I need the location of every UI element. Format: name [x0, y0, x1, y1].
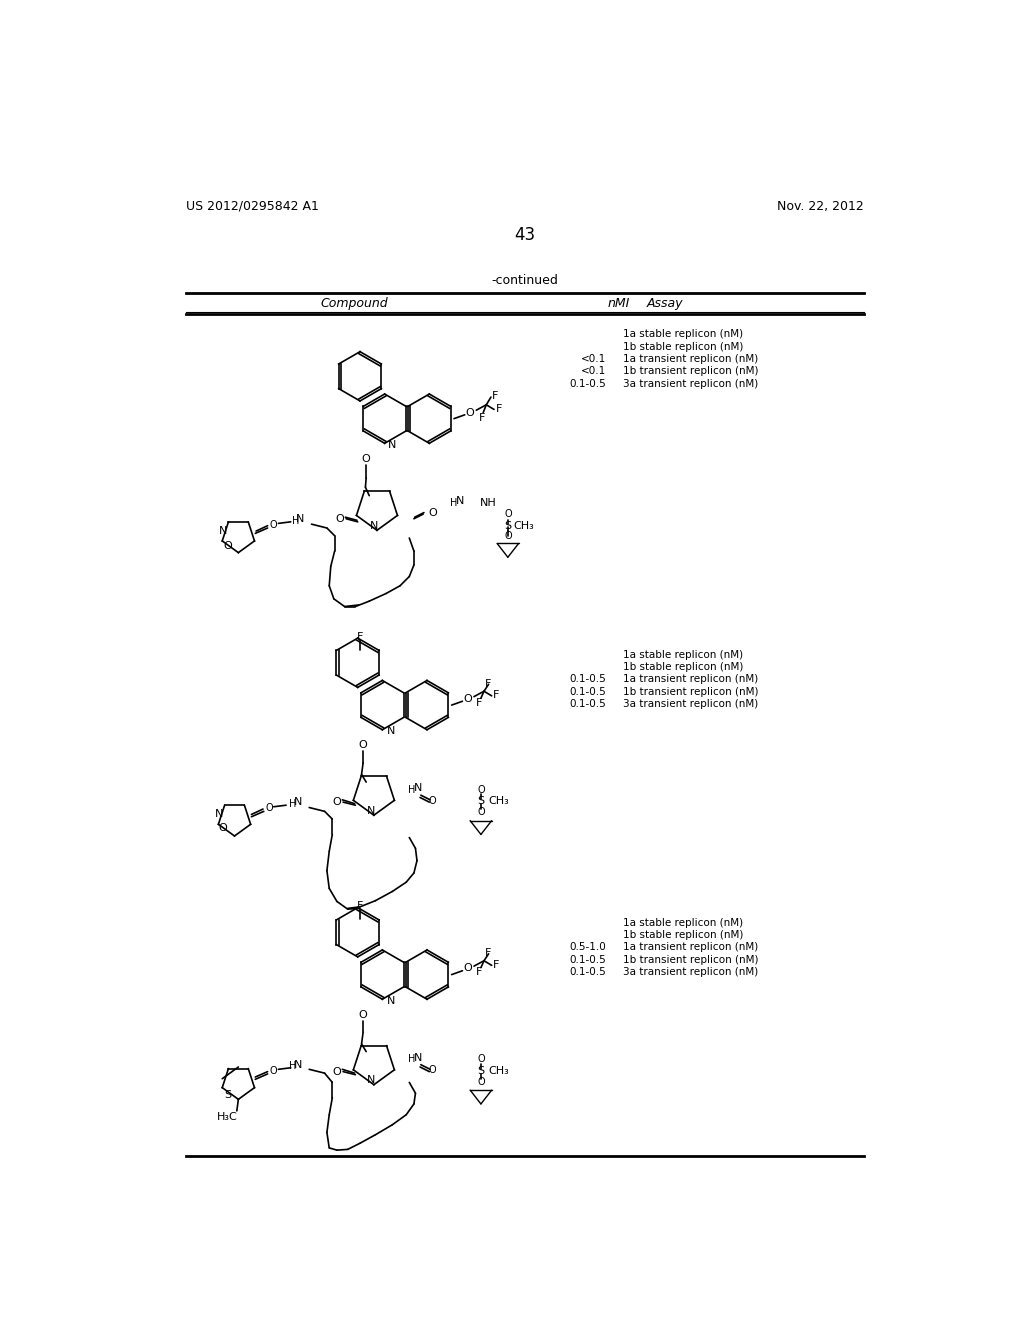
Text: 0.1-0.5: 0.1-0.5 — [569, 954, 606, 965]
Text: F: F — [356, 631, 364, 642]
Text: F: F — [356, 902, 364, 911]
Text: O: O — [270, 520, 278, 529]
Text: Compound: Compound — [321, 297, 388, 310]
Text: F: F — [494, 960, 500, 970]
Text: 1b stable replicon (nM): 1b stable replicon (nM) — [624, 342, 743, 351]
Text: 1a stable replicon (nM): 1a stable replicon (nM) — [624, 330, 743, 339]
Text: Nov. 22, 2012: Nov. 22, 2012 — [777, 199, 863, 213]
Text: O: O — [429, 796, 436, 805]
Text: N: N — [456, 496, 464, 506]
Text: 0.1-0.5: 0.1-0.5 — [569, 966, 606, 977]
Text: F: F — [484, 678, 492, 689]
Text: N: N — [387, 726, 395, 737]
Text: O: O — [477, 807, 484, 817]
Text: O: O — [466, 408, 474, 417]
Text: H: H — [289, 799, 296, 809]
Text: O: O — [477, 1055, 484, 1064]
Text: S: S — [477, 1065, 484, 1076]
Text: Assay: Assay — [646, 297, 683, 310]
Text: O: O — [265, 804, 273, 813]
Text: S: S — [504, 520, 511, 531]
Text: F: F — [494, 690, 500, 700]
Text: 1a transient replicon (nM): 1a transient replicon (nM) — [624, 675, 759, 684]
Text: O: O — [333, 1067, 341, 1077]
Text: 1a transient replicon (nM): 1a transient replicon (nM) — [624, 354, 759, 364]
Text: O: O — [504, 531, 512, 541]
Text: US 2012/0295842 A1: US 2012/0295842 A1 — [186, 199, 318, 213]
Text: H: H — [289, 1061, 296, 1072]
Text: N: N — [296, 513, 304, 524]
Text: <0.1: <0.1 — [582, 354, 606, 364]
Text: F: F — [496, 404, 502, 413]
Text: -continued: -continued — [492, 273, 558, 286]
Text: N: N — [294, 1060, 303, 1069]
Text: N: N — [388, 440, 396, 450]
Text: O: O — [429, 1065, 436, 1074]
Text: 1b stable replicon (nM): 1b stable replicon (nM) — [624, 663, 743, 672]
Text: 1b stable replicon (nM): 1b stable replicon (nM) — [624, 929, 743, 940]
Text: H₃C: H₃C — [216, 1111, 238, 1122]
Text: O: O — [477, 1077, 484, 1086]
Text: F: F — [476, 698, 482, 708]
Text: O: O — [270, 1065, 278, 1076]
Text: H: H — [408, 1055, 416, 1064]
Text: N: N — [414, 783, 422, 793]
Text: 1a stable replicon (nM): 1a stable replicon (nM) — [624, 917, 743, 928]
Text: O: O — [504, 510, 512, 519]
Text: N: N — [294, 797, 303, 807]
Text: 1b transient replicon (nM): 1b transient replicon (nM) — [624, 686, 759, 697]
Text: nMI: nMI — [608, 297, 631, 310]
Text: N: N — [414, 1053, 422, 1063]
Text: 1a transient replicon (nM): 1a transient replicon (nM) — [624, 942, 759, 952]
Text: <0.1: <0.1 — [582, 367, 606, 376]
Text: CH₃: CH₃ — [488, 796, 509, 807]
Text: O: O — [218, 824, 227, 833]
Text: O: O — [464, 964, 472, 973]
Text: O: O — [361, 454, 371, 463]
Text: O: O — [358, 1010, 368, 1019]
Text: 0.1-0.5: 0.1-0.5 — [569, 379, 606, 388]
Text: O: O — [223, 541, 232, 552]
Text: 1b transient replicon (nM): 1b transient replicon (nM) — [624, 367, 759, 376]
Text: CH₃: CH₃ — [488, 1065, 509, 1076]
Text: H: H — [292, 516, 299, 527]
Text: N: N — [215, 809, 223, 818]
Text: F: F — [476, 968, 482, 977]
Text: 1b transient replicon (nM): 1b transient replicon (nM) — [624, 954, 759, 965]
Text: H: H — [451, 499, 458, 508]
Text: 0.5-1.0: 0.5-1.0 — [569, 942, 606, 952]
Text: N: N — [370, 521, 378, 532]
Text: 1a stable replicon (nM): 1a stable replicon (nM) — [624, 649, 743, 660]
Text: F: F — [484, 948, 492, 958]
Text: 0.1-0.5: 0.1-0.5 — [569, 700, 606, 709]
Text: O: O — [477, 785, 484, 795]
Text: N: N — [219, 527, 227, 536]
Text: O: O — [464, 694, 472, 704]
Text: F: F — [478, 413, 485, 422]
Text: 3a transient replicon (nM): 3a transient replicon (nM) — [624, 966, 759, 977]
Text: H: H — [408, 785, 416, 795]
Text: F: F — [493, 391, 499, 400]
Text: S: S — [224, 1090, 231, 1100]
Text: NH: NH — [480, 499, 497, 508]
Text: N: N — [367, 1074, 375, 1085]
Text: O: O — [336, 513, 344, 524]
Text: 0.1-0.5: 0.1-0.5 — [569, 686, 606, 697]
Text: O: O — [358, 741, 368, 750]
Text: 43: 43 — [514, 227, 536, 244]
Text: CH₃: CH₃ — [513, 520, 534, 531]
Text: S: S — [477, 796, 484, 807]
Text: O: O — [333, 797, 341, 807]
Text: 3a transient replicon (nM): 3a transient replicon (nM) — [624, 700, 759, 709]
Text: N: N — [367, 805, 375, 816]
Text: 3a transient replicon (nM): 3a transient replicon (nM) — [624, 379, 759, 388]
Text: O: O — [429, 508, 437, 517]
Text: 0.1-0.5: 0.1-0.5 — [569, 675, 606, 684]
Text: N: N — [387, 995, 395, 1006]
